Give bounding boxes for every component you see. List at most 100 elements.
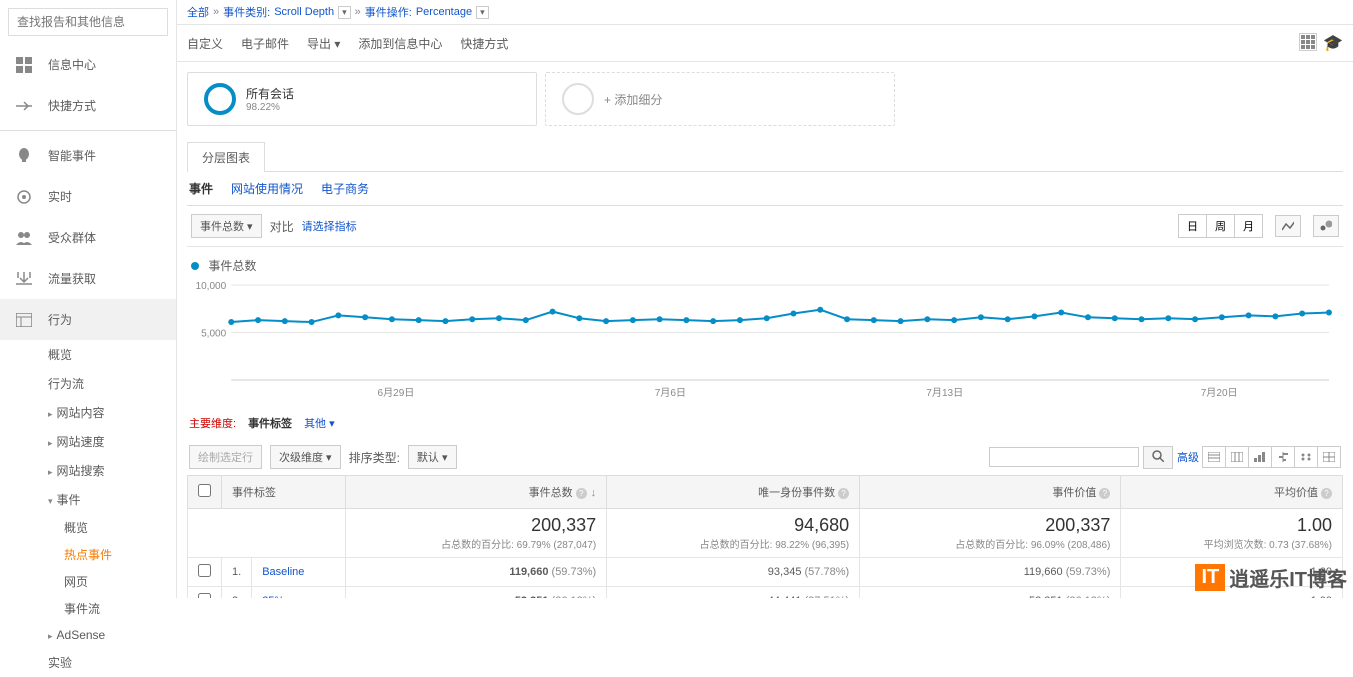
realtime-icon <box>14 189 34 205</box>
tb-add-center[interactable]: 添加到信息中心 <box>358 35 442 52</box>
motion-chart-icon[interactable] <box>1313 215 1339 237</box>
subnav-behavior-flow[interactable]: 行为流 <box>36 369 176 398</box>
help-icon[interactable]: ? <box>576 488 587 499</box>
view-cloud-icon[interactable] <box>1317 446 1341 468</box>
nav-audience[interactable]: 受众群体 <box>0 217 176 258</box>
subtab-site-usage[interactable]: 网站使用情况 <box>231 180 303 197</box>
subnav-ev-pages[interactable]: 网页 <box>52 568 176 595</box>
nav-behavior[interactable]: 行为 <box>0 299 176 340</box>
subnav-site-search[interactable]: 网站搜索 <box>36 456 176 485</box>
chevron-down-icon[interactable]: ▾ <box>476 6 489 19</box>
summary-unique-events: 94,680 <box>617 515 849 536</box>
sidebar-search <box>0 0 176 44</box>
toolbar: 自定义 电子邮件 导出 ▾ 添加到信息中心 快捷方式 🎓 <box>177 25 1353 62</box>
audience-icon <box>14 230 34 246</box>
metric-dropdown[interactable]: 事件总数 ▾ <box>191 214 262 238</box>
search-input[interactable] <box>8 8 168 36</box>
subnav-ev-flow[interactable]: 事件流 <box>52 595 176 622</box>
svg-text:10,000: 10,000 <box>195 281 226 292</box>
subnav-ev-top[interactable]: 热点事件 <box>52 541 176 568</box>
summary-sub: 平均浏览次数: 0.73 (37.68%) <box>1131 536 1332 551</box>
summary-total-events: 200,337 <box>356 515 596 536</box>
sort-type-dropdown[interactable]: 默认 ▾ <box>408 445 457 469</box>
subnav-experiments[interactable]: 实验 <box>36 648 176 677</box>
content: 所有会话 98.22% + 添加细分 分层图表 事件 网站使用情况 电子商务 事… <box>177 62 1353 598</box>
plot-rows-btn[interactable]: 绘制选定行 <box>189 445 262 469</box>
svg-text:5,000: 5,000 <box>201 329 227 340</box>
nav-label: 智能事件 <box>48 147 96 164</box>
segment-add[interactable]: + 添加细分 <box>545 72 895 126</box>
crumb-sep: » <box>213 6 219 18</box>
period-week[interactable]: 周 <box>1206 214 1235 238</box>
subnav-site-content[interactable]: 网站内容 <box>36 398 176 427</box>
row-index: 1. <box>222 558 252 587</box>
col-avg-value[interactable]: 平均价值? <box>1121 476 1343 509</box>
crumb-l1-value[interactable]: Scroll Depth <box>274 6 334 18</box>
row-checkbox[interactable] <box>198 564 211 577</box>
view-performance-icon[interactable] <box>1248 446 1272 468</box>
table-search-input[interactable] <box>989 447 1139 467</box>
data-table: 事件标签 事件总数?↓ 唯一身份事件数? 事件价值? 平均价值? 200,337… <box>187 475 1343 598</box>
row-unique-events: 93,345 (57.78%) <box>607 558 860 587</box>
col-event-value[interactable]: 事件价值? <box>860 476 1121 509</box>
subnav-adsense[interactable]: AdSense <box>36 622 176 648</box>
nav-shortcut[interactable]: 快捷方式 <box>0 85 176 126</box>
tb-custom[interactable]: 自定义 <box>187 35 223 52</box>
view-percent-icon[interactable] <box>1225 446 1249 468</box>
nav-info-center[interactable]: 信息中心 <box>0 44 176 85</box>
secondary-dim-dropdown[interactable]: 次级维度 ▾ <box>270 445 341 469</box>
dim-other[interactable]: 其他 ▾ <box>304 415 335 431</box>
subtab-events[interactable]: 事件 <box>189 180 213 197</box>
tab-layered[interactable]: 分层图表 <box>187 142 265 172</box>
tb-email[interactable]: 电子邮件 <box>241 35 289 52</box>
sidebar: 信息中心 快捷方式 智能事件 实时 受众群体 流量获取 行为 概览 行 <box>0 0 177 598</box>
chart-type-icon[interactable] <box>1275 215 1301 237</box>
select-metric-link[interactable]: 请选择指标 <box>302 218 357 234</box>
col-unique-events[interactable]: 唯一身份事件数? <box>607 476 860 509</box>
tb-shortcut[interactable]: 快捷方式 <box>460 35 508 52</box>
nav-smart-events[interactable]: 智能事件 <box>0 135 176 176</box>
help-icon[interactable]: ? <box>1099 488 1110 499</box>
subnav-events[interactable]: 事件 <box>36 485 176 514</box>
acquisition-icon <box>14 271 34 287</box>
nav-realtime[interactable]: 实时 <box>0 176 176 217</box>
row-label-link[interactable]: Baseline <box>262 566 304 578</box>
svg-text:7月6日: 7月6日 <box>655 387 686 399</box>
crumb-l2-value[interactable]: Percentage <box>416 6 472 18</box>
row-checkbox[interactable] <box>198 593 211 598</box>
subnav-site-speed[interactable]: 网站速度 <box>36 427 176 456</box>
select-all-checkbox[interactable] <box>198 484 211 497</box>
row-unique-events: 44,441 (27.51%) <box>607 587 860 599</box>
col-total-events[interactable]: 事件总数?↓ <box>345 476 606 509</box>
view-table-icon[interactable] <box>1202 446 1226 468</box>
row-event-value: 119,660 (59.73%) <box>860 558 1121 587</box>
summary-avg-value: 1.00 <box>1131 515 1332 536</box>
period-day[interactable]: 日 <box>1178 214 1207 238</box>
subnav-overview[interactable]: 概览 <box>36 340 176 369</box>
tab-bar: 分层图表 <box>187 142 1343 172</box>
nav-acquisition[interactable]: 流量获取 <box>0 258 176 299</box>
crumb-all[interactable]: 全部 <box>187 4 209 20</box>
table-header-row: 事件标签 事件总数?↓ 唯一身份事件数? 事件价值? 平均价值? <box>188 476 1343 509</box>
crumb-sep: » <box>355 6 361 18</box>
grid-icon[interactable] <box>1299 33 1317 51</box>
row-total-events: 52,351 (26.13%) <box>345 587 606 599</box>
subnav-ev-overview[interactable]: 概览 <box>52 514 176 541</box>
segment-title: 所有会话 <box>246 85 294 102</box>
view-comparison-icon[interactable] <box>1271 446 1295 468</box>
summary-sub: 占总数的百分比: 96.09% (208,486) <box>870 536 1110 551</box>
grad-cap-icon[interactable]: 🎓 <box>1323 33 1343 53</box>
search-button[interactable] <box>1143 446 1173 469</box>
help-icon[interactable]: ? <box>838 488 849 499</box>
period-month[interactable]: 月 <box>1234 214 1263 238</box>
advanced-link[interactable]: 高级 <box>1177 449 1199 465</box>
legend-dot <box>191 262 199 270</box>
tb-export[interactable]: 导出 ▾ <box>307 35 340 52</box>
view-pivot-icon[interactable] <box>1294 446 1318 468</box>
col-event-label[interactable]: 事件标签 <box>222 476 346 509</box>
dim-event-label[interactable]: 事件标签 <box>248 415 292 431</box>
segment-all-sessions[interactable]: 所有会话 98.22% <box>187 72 537 126</box>
subtab-ecommerce[interactable]: 电子商务 <box>321 180 369 197</box>
chevron-down-icon[interactable]: ▾ <box>338 6 351 19</box>
help-icon[interactable]: ? <box>1321 488 1332 499</box>
